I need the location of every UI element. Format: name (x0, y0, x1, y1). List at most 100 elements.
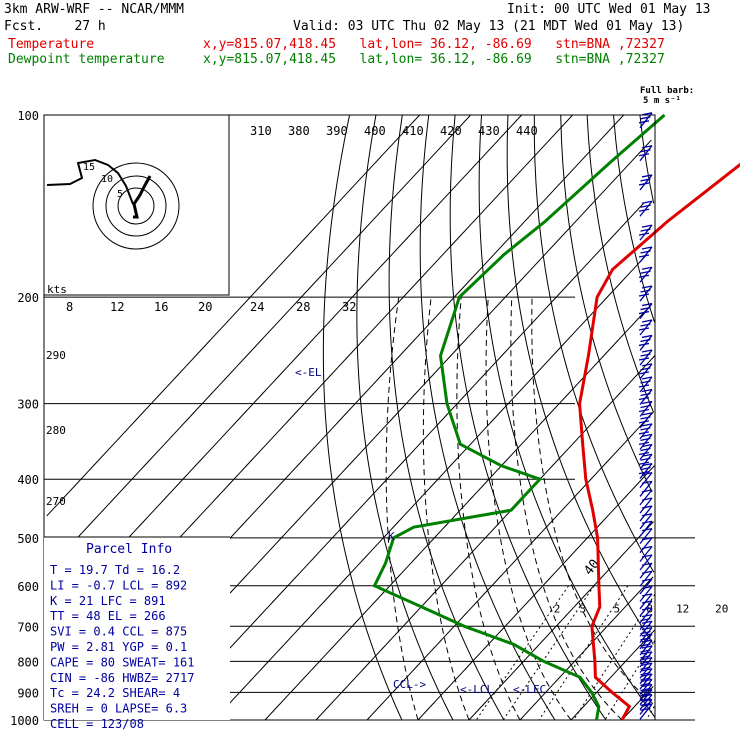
dry-adiabats (322, 114, 656, 721)
barb-flag (640, 457, 651, 461)
barb-flag (640, 707, 651, 711)
barb-flag (641, 693, 653, 698)
dry-adiabat (322, 114, 403, 721)
barb-flag (641, 505, 653, 509)
barb-flag (638, 396, 650, 401)
barb-staff (639, 678, 653, 695)
parcel-info-row: CAPE = 80 SWEAT= 161 (50, 655, 195, 669)
barb-staff (639, 444, 653, 460)
parcel-info-row: K = 21 LFC = 891 (50, 594, 166, 608)
barb-flag (641, 462, 653, 467)
wind-barb (638, 433, 653, 450)
init-time: Init: 00 UTC Wed 01 May 13 (507, 2, 711, 17)
wind-barb (639, 570, 653, 587)
parcel-info-row: T = 19.7 Td = 16.2 (50, 563, 180, 577)
wind-barb (639, 520, 653, 537)
barb-flag (641, 562, 653, 566)
barb-staff (639, 578, 653, 595)
barb-flag (641, 570, 653, 574)
dewpoint-legend: Dewpoint temperature (8, 52, 165, 67)
isotherm (366, 411, 654, 721)
isentrope-label: 400 (364, 124, 386, 138)
barb-staff (639, 266, 653, 283)
dewpoint-profile (372, 113, 666, 721)
barb-flag (641, 614, 653, 618)
barb-flag (641, 607, 653, 611)
height-label: 270 (46, 495, 66, 508)
hodograph: 5 10 15 (46, 158, 180, 250)
speed-label: 8 (66, 300, 73, 314)
wind-barb (639, 698, 653, 715)
dry-adiabat (533, 114, 655, 573)
parcel-info-title: Parcel Info (86, 542, 172, 557)
barb-flag (641, 520, 653, 524)
barb-flag (641, 639, 653, 643)
barb-flag (640, 624, 651, 628)
barb-flag (640, 649, 651, 653)
barb-flag (641, 376, 653, 380)
barb-flag (640, 404, 651, 409)
barb-staff (639, 174, 653, 191)
isentrope-label: 380 (288, 124, 310, 138)
barb-flag (641, 497, 653, 501)
temperature-line (578, 162, 740, 721)
barb-flag (641, 703, 653, 707)
moist-adiabat (510, 297, 623, 721)
barb-flag (638, 408, 650, 413)
barb-flag (641, 319, 653, 323)
barb-flag (641, 363, 653, 367)
barb-flag (641, 472, 653, 476)
temperature-profile (578, 162, 740, 721)
wind-barb (638, 285, 653, 302)
wind-barb (639, 472, 653, 489)
barb-staff (639, 528, 653, 545)
wind-barb (639, 585, 653, 602)
barb-flag (641, 400, 653, 405)
isotherm (570, 629, 656, 721)
barb-flag (641, 662, 653, 666)
barb-flag (640, 618, 651, 622)
barb-staff (639, 703, 653, 720)
barb-flag (640, 660, 651, 665)
dry-adiabat (506, 114, 654, 645)
parcel-info-row: CELL = 123/08 (50, 717, 144, 731)
pressure-label: 800 (17, 655, 39, 669)
barb-staff (639, 401, 653, 417)
barb-flag (640, 270, 651, 274)
pressure-label: 100 (17, 109, 39, 123)
barb-flag (641, 688, 653, 693)
speed-label: 16 (154, 300, 168, 314)
barb-flag (638, 293, 650, 297)
barb-flag (640, 149, 651, 153)
barb-flag (640, 250, 651, 254)
dry-adiabat (356, 114, 454, 721)
barb-flag (641, 412, 653, 416)
barb-flag (640, 702, 651, 707)
barb-flag (641, 285, 653, 289)
barb-flag (640, 447, 651, 452)
wind-barb (639, 593, 653, 610)
dry-adiabat (639, 114, 655, 204)
wind-barb (638, 302, 653, 319)
isentrope-label: 310 (250, 124, 272, 138)
kts-scale: kts 8 12 16 20 24 28 32 290 280 270 (46, 283, 356, 508)
barb-flag (640, 392, 651, 397)
barb-staff (639, 433, 653, 450)
pressure-label: 900 (17, 686, 39, 700)
wind-barb (638, 174, 653, 191)
barb-flag (638, 384, 650, 388)
barb-flag (641, 200, 653, 204)
barb-flag (641, 224, 653, 228)
temperature-location: x,y=815.07,418.45 lat,lon= 36.12, -86.69… (203, 37, 665, 52)
valid-time: Valid: 03 UTC Thu 02 May 13 (21 MDT Wed … (293, 19, 685, 34)
barb-flag (640, 306, 651, 311)
height-label: 290 (46, 349, 66, 362)
mixing-ratio-labels: 2 3 5 8 12 20 (554, 603, 729, 616)
hodograph-ring-label: 5 (117, 189, 123, 200)
parcel-info-row: PW = 2.81 YGP = 0.1 (50, 640, 187, 654)
dry-adiabat (419, 114, 556, 721)
isotherm (44, 114, 472, 573)
barb-staff (639, 694, 653, 710)
level-markers: <-EL K CCL-> <-LCL <-LFC (295, 366, 546, 696)
moist-adiabat (385, 297, 419, 721)
